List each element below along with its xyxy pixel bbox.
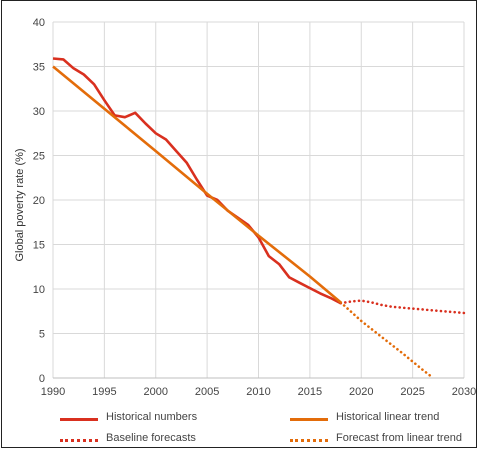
y-tick-label: 10 <box>33 284 45 296</box>
series-line-forecast-from-linear-trend <box>339 301 435 380</box>
x-tick-label: 2025 <box>400 386 424 398</box>
tick-labels: 1990 1995 2000 2005 2010 2015 2020 2025 20300510… <box>33 17 476 398</box>
y-tick-label: 15 <box>33 240 45 252</box>
x-tick-label: 1995 <box>92 386 116 398</box>
x-tick-label: 1990 <box>41 386 65 398</box>
series-line-historical-linear-trend <box>52 65 342 304</box>
series-line-baseline-forecasts <box>339 299 466 315</box>
series-layer <box>52 57 466 380</box>
x-tick-label: 2000 <box>144 386 168 398</box>
y-tick-label: 40 <box>33 17 45 29</box>
x-tick-label: 2015 <box>298 386 322 398</box>
grid <box>52 21 465 379</box>
x-tick-label: 2030 <box>452 386 476 398</box>
series-line-historical-numbers <box>52 57 342 305</box>
y-tick-label: 20 <box>33 195 45 207</box>
x-tick-label: 2020 <box>349 386 373 398</box>
y-tick-label: 5 <box>39 329 45 341</box>
y-tick-label: 0 <box>39 373 45 385</box>
y-tick-label: 25 <box>33 151 45 163</box>
x-tick-label: 2005 <box>195 386 219 398</box>
x-tick-label: 2010 <box>246 386 270 398</box>
y-tick-label: 30 <box>33 106 45 118</box>
y-tick-label: 35 <box>33 62 45 74</box>
y-axis-title: Global poverty rate (%) <box>14 148 26 261</box>
